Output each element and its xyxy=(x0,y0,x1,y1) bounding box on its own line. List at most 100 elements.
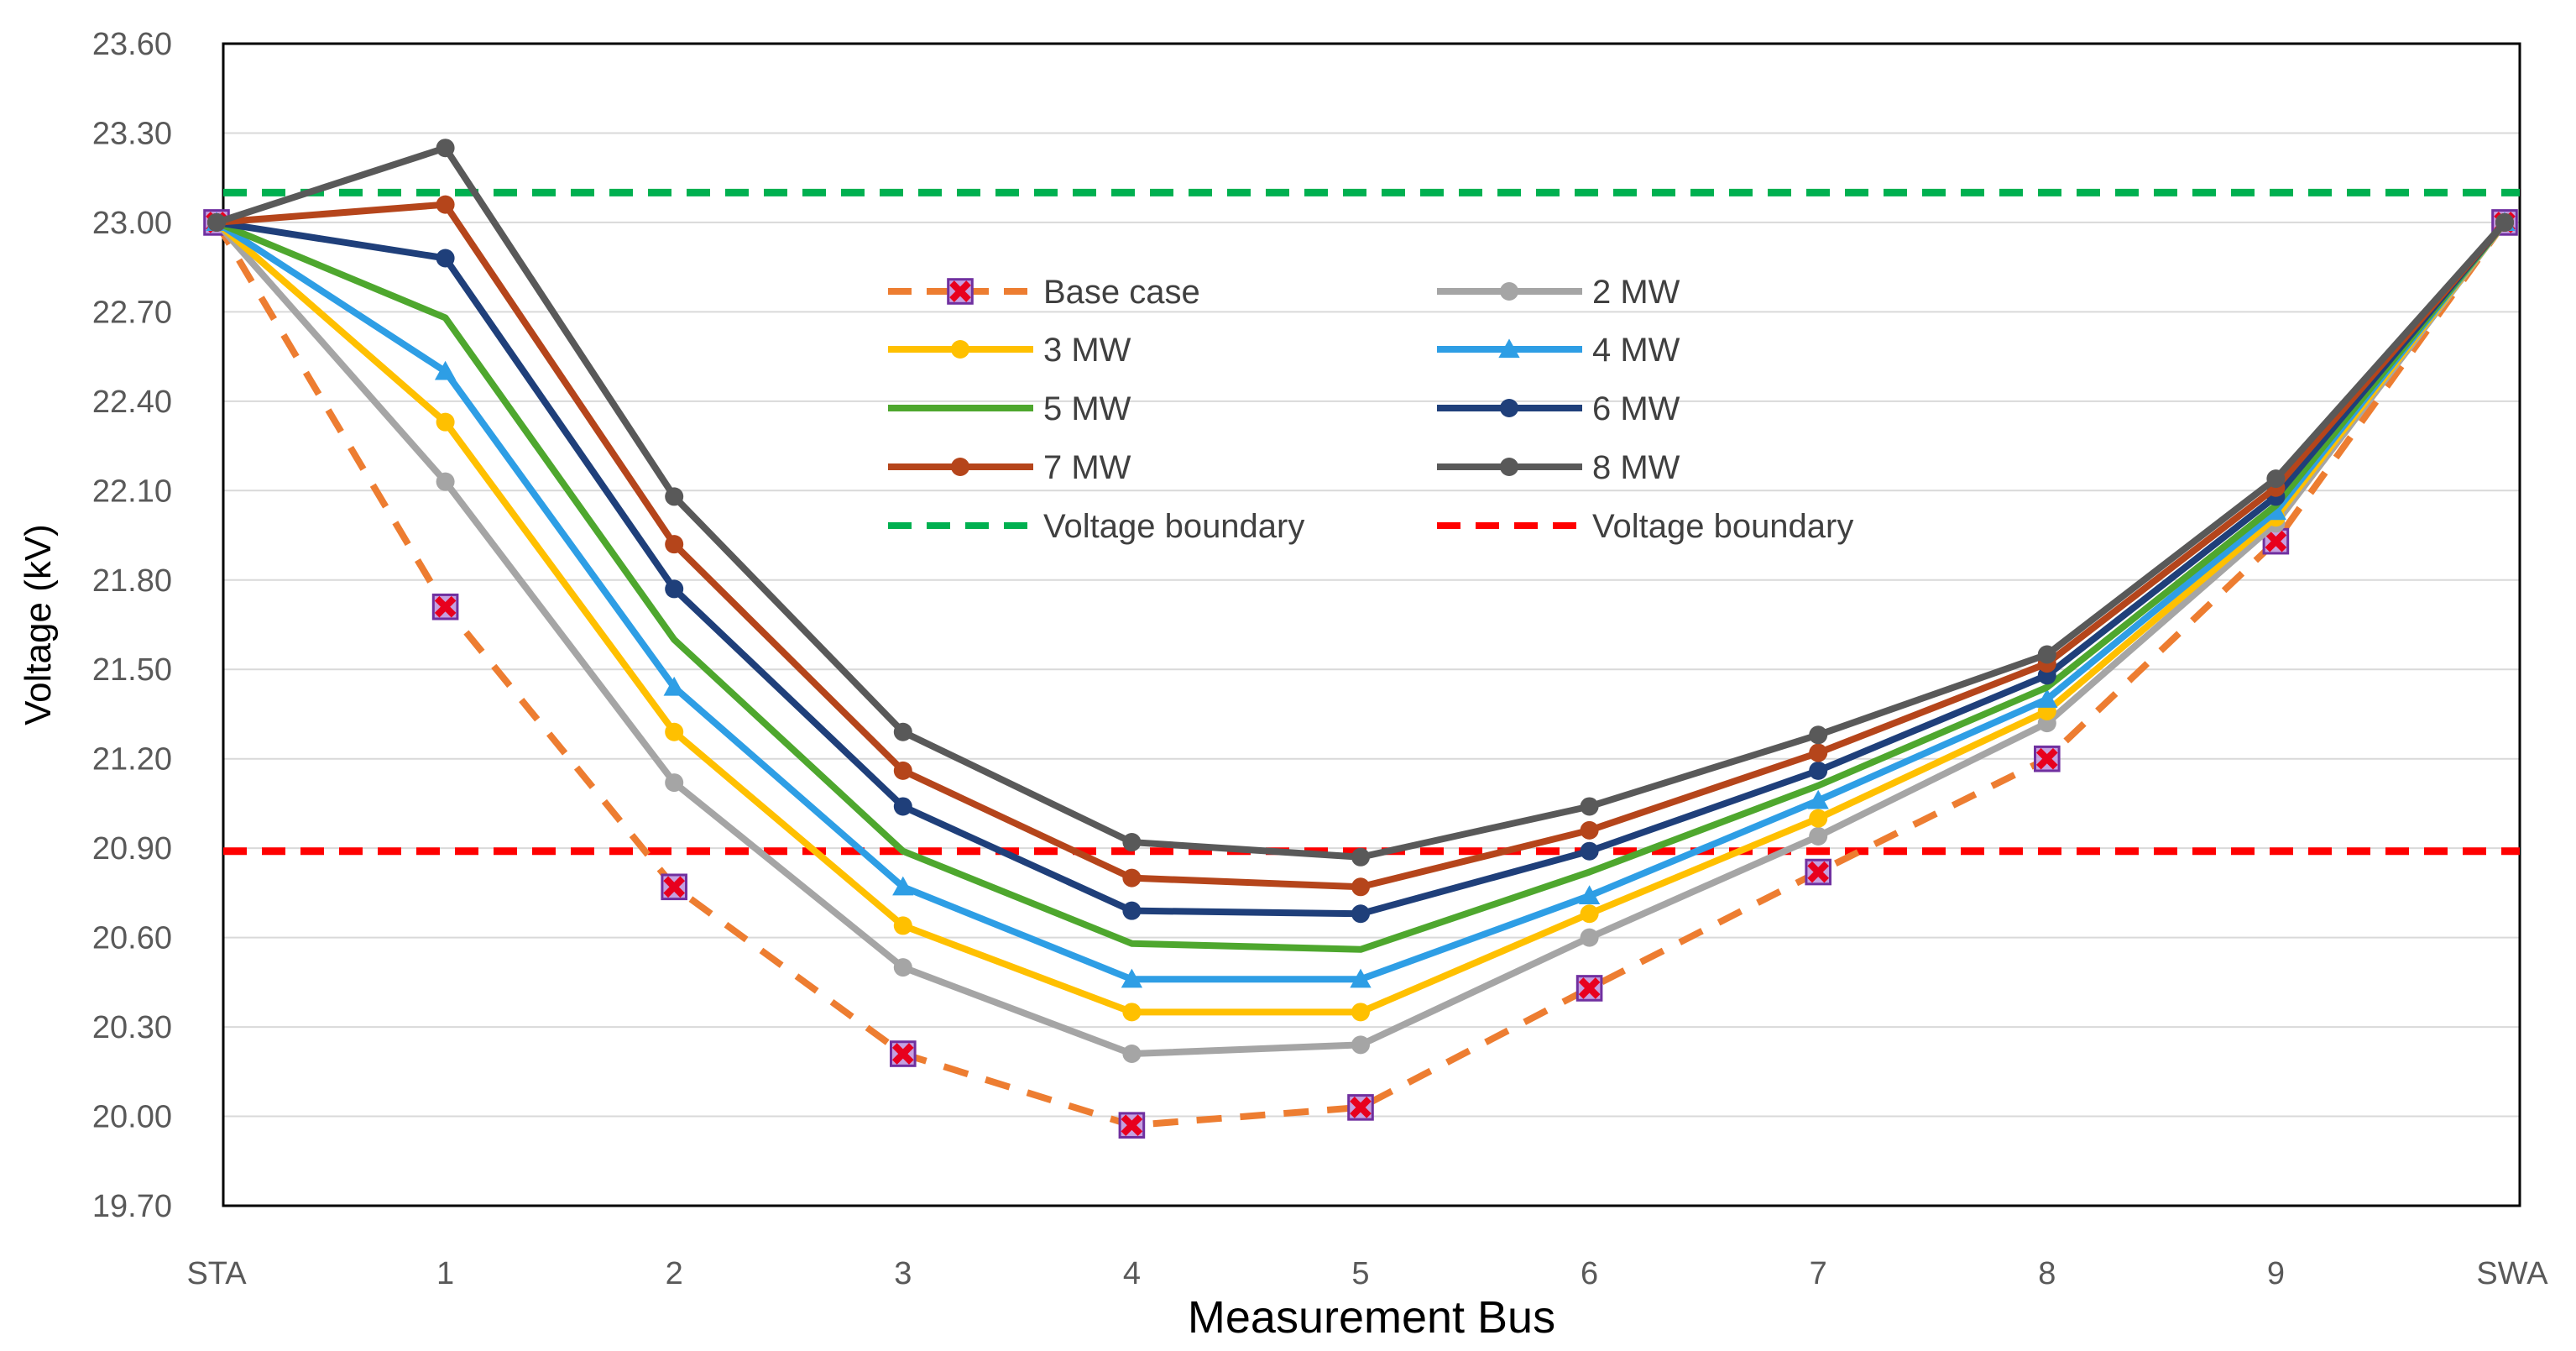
x-tick-label: 7 xyxy=(1810,1256,1827,1291)
y-tick-label: 23.60 xyxy=(92,27,172,62)
legend-label: 3 MW xyxy=(1043,332,1131,369)
data-point xyxy=(1580,928,1599,947)
data-point xyxy=(2495,212,2514,232)
legend-item: Voltage boundary xyxy=(888,508,1304,545)
data-point xyxy=(1809,725,1828,745)
series-4-mw xyxy=(206,212,2516,988)
x-tick-label: STA xyxy=(186,1256,247,1291)
series-2-mw xyxy=(207,212,2514,1064)
x-axis-title: Measurement Bus xyxy=(1188,1292,1555,1343)
series-5-mw xyxy=(215,219,2508,953)
data-point xyxy=(1580,841,1599,861)
data-point xyxy=(1575,975,1603,1002)
x-tick-label: 6 xyxy=(1581,1256,1598,1291)
legend-label: 7 MW xyxy=(1043,449,1131,486)
legend-marker xyxy=(1498,338,1520,359)
legend-item: 2 MW xyxy=(1437,274,1680,311)
series-line xyxy=(214,220,2508,1058)
data-point xyxy=(1121,968,1143,988)
legend: Base case 2 MW 3 MW 4 MW 5 MW 6 MW 7 MW 8 MW Vol… xyxy=(888,274,1853,545)
data-point xyxy=(1351,904,1370,924)
data-point xyxy=(893,797,912,816)
data-point xyxy=(431,593,459,621)
legend-item: Base case xyxy=(888,274,1200,311)
data-point xyxy=(436,195,455,214)
data-point xyxy=(1578,885,1601,905)
data-point xyxy=(893,722,912,741)
legend-marker xyxy=(1500,399,1518,417)
data-point xyxy=(1122,868,1142,888)
legend-label: 2 MW xyxy=(1592,274,1680,311)
data-point xyxy=(1122,1003,1142,1022)
data-point xyxy=(1122,1045,1142,1064)
data-point xyxy=(1809,809,1828,828)
data-point xyxy=(1580,797,1599,816)
y-tick-label: 21.20 xyxy=(92,742,172,778)
legend-label: 8 MW xyxy=(1592,449,1680,486)
gridlines xyxy=(223,43,2520,1207)
data-point xyxy=(1809,761,1828,780)
data-point xyxy=(665,773,684,793)
data-point xyxy=(665,722,684,741)
plot-area-border xyxy=(222,42,2521,1207)
x-tick-label: 1 xyxy=(436,1256,454,1291)
data-point xyxy=(1807,789,1829,809)
data-point xyxy=(1351,1003,1370,1022)
y-axis-title: Voltage (kV) xyxy=(18,524,59,725)
data-point xyxy=(1580,904,1599,924)
data-point xyxy=(893,958,912,977)
y-tick-label: 20.30 xyxy=(92,1010,172,1045)
legend-label: 4 MW xyxy=(1592,332,1680,369)
data-point xyxy=(436,412,455,432)
data-point xyxy=(2036,689,2058,708)
series-8-mw xyxy=(207,139,2514,867)
x-tick-label: 5 xyxy=(1351,1256,1369,1291)
legend-label: Voltage boundary xyxy=(1592,508,1853,545)
legend-marker xyxy=(947,278,974,305)
legend-item: Voltage boundary xyxy=(1437,508,1853,545)
data-point xyxy=(1351,877,1370,897)
legend-item: 3 MW xyxy=(888,332,1131,369)
y-tick-label: 22.40 xyxy=(92,385,172,420)
data-point xyxy=(2266,469,2286,489)
y-tick-label: 23.30 xyxy=(92,116,172,151)
legend-item: 4 MW xyxy=(1437,332,1680,369)
legend-marker xyxy=(951,340,969,359)
x-tick-label: 3 xyxy=(894,1256,912,1291)
series-line xyxy=(213,220,2508,1129)
x-axis-tick-labels: STA 1 2 3 4 5 6 7 8 9 SWA xyxy=(186,1256,2548,1291)
data-point xyxy=(1118,1112,1146,1139)
data-point xyxy=(434,360,457,380)
y-tick-label: 23.00 xyxy=(92,206,172,241)
legend-marker xyxy=(951,458,969,476)
y-tick-label: 20.00 xyxy=(92,1100,172,1135)
reference-lines xyxy=(223,188,2520,856)
data-point xyxy=(665,535,684,554)
y-axis-tick-labels: 19.70 20.00 20.30 20.60 20.90 21.20 21.50 21.80… xyxy=(92,27,172,1224)
y-tick-label: 20.90 xyxy=(92,831,172,867)
data-point xyxy=(893,761,912,780)
legend-item: 7 MW xyxy=(888,449,1131,486)
x-tick-label: 9 xyxy=(2267,1256,2285,1291)
data-point xyxy=(1580,820,1599,840)
y-tick-label: 21.80 xyxy=(92,563,172,599)
data-point xyxy=(892,876,914,896)
y-tick-label: 22.10 xyxy=(92,474,172,509)
legend-label: 5 MW xyxy=(1043,390,1131,427)
legend-label: Voltage boundary xyxy=(1043,508,1304,545)
data-point xyxy=(665,579,684,599)
data-point xyxy=(2037,645,2056,664)
data-point xyxy=(1809,743,1828,762)
data-point xyxy=(2265,500,2287,521)
data-point xyxy=(436,249,455,268)
series-line xyxy=(215,219,2508,953)
data-point xyxy=(1347,1094,1374,1121)
data-point xyxy=(1350,968,1372,988)
y-tick-label: 22.70 xyxy=(92,295,172,330)
data-point xyxy=(1805,858,1831,886)
data-point xyxy=(207,212,226,232)
data-point xyxy=(890,1040,917,1067)
data-point xyxy=(2034,745,2061,772)
y-tick-label: 19.70 xyxy=(92,1189,172,1224)
